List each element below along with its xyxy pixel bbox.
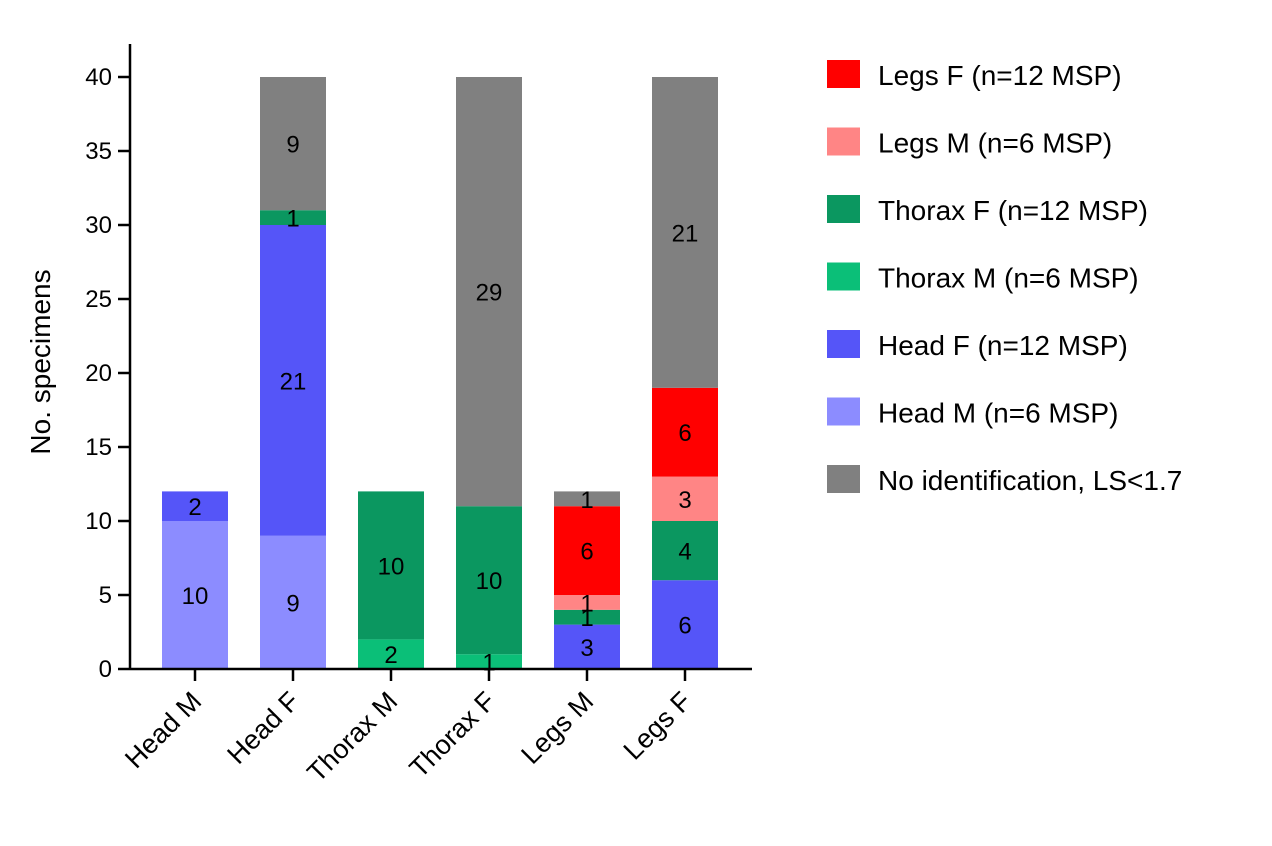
legend-label: Legs M (n=6 MSP) <box>878 128 1112 159</box>
y-tick-label: 30 <box>85 212 112 239</box>
segment-value-label: 10 <box>378 553 405 580</box>
bar-segment <box>162 491 228 521</box>
segment-value-label: 6 <box>678 420 691 447</box>
x-category-label: Head M <box>119 686 207 774</box>
segment-value-label: 1 <box>580 487 593 514</box>
segment-value-label: 1 <box>580 590 593 617</box>
legend: Legs F (n=12 MSP) Legs M (n=6 MSP) Thorax … <box>827 60 1182 496</box>
legend-swatch <box>827 465 860 493</box>
bar-segment <box>652 387 718 477</box>
legend-swatch <box>827 262 860 291</box>
segment-value-label: 10 <box>476 568 503 595</box>
legend-item: Thorax F (n=12 MSP) <box>827 195 1148 226</box>
segment-value-label: 6 <box>678 613 691 640</box>
legend-item: Head M (n=6 MSP) <box>827 397 1118 429</box>
legend-label: Head M (n=6 MSP) <box>878 398 1118 429</box>
bar-segment <box>456 77 522 507</box>
y-tick-label: 5 <box>99 582 112 609</box>
y-tick-label: 10 <box>85 508 112 535</box>
legend-swatch <box>827 195 860 223</box>
y-tick-label: 35 <box>85 138 112 165</box>
bar-segment <box>162 521 228 669</box>
segment-value-label: 2 <box>384 642 397 669</box>
y-tick-label: 15 <box>85 434 112 461</box>
legend-item: Head F (n=12 MSP) <box>827 330 1128 361</box>
y-tick-label: 25 <box>85 286 112 313</box>
bar-segment <box>358 639 424 669</box>
y-tick-label: 40 <box>85 64 112 91</box>
segment-value-label: 1 <box>580 605 593 632</box>
segment-value-label: 4 <box>678 539 691 566</box>
bar-segment <box>554 609 620 625</box>
x-category-label: Head F <box>221 686 305 770</box>
segment-value-label: 2 <box>188 494 201 521</box>
segment-value-label: 29 <box>476 280 503 307</box>
bar-segment <box>554 491 620 507</box>
bar-segment <box>652 77 718 388</box>
bar-segment <box>554 595 620 610</box>
segment-value-label: 3 <box>580 635 593 662</box>
y-tick-label: 0 <box>99 656 112 683</box>
segment-value-label: 9 <box>286 590 299 617</box>
segment-value-label: 21 <box>672 220 699 247</box>
legend-label: Legs F (n=12 MSP) <box>878 60 1122 91</box>
legend-item: Thorax M (n=6 MSP) <box>827 262 1139 294</box>
legend-item: Legs F (n=12 MSP) <box>827 60 1122 91</box>
legend-swatch <box>827 397 860 426</box>
y-ticks-layer: 0 5 10 15 20 25 30 35 40 <box>85 64 130 683</box>
legend-label: Thorax M (n=6 MSP) <box>878 263 1139 294</box>
legend-swatch <box>827 330 860 358</box>
legend-label: Head F (n=12 MSP) <box>878 330 1128 361</box>
segment-value-label: 6 <box>580 539 593 566</box>
segment-value-label: 21 <box>280 368 307 395</box>
bar-segment <box>652 580 718 669</box>
segment-value-label: 3 <box>678 487 691 514</box>
bar-segment <box>260 225 326 536</box>
y-axis-title: No. specimens <box>25 269 56 454</box>
axes-layer <box>128 44 752 671</box>
segment-value-label: 1 <box>286 206 299 233</box>
legend-swatch <box>827 127 860 156</box>
bar-segment <box>260 77 326 211</box>
bar-segment <box>358 491 424 640</box>
bar-segment <box>456 654 522 669</box>
bar-segment <box>260 535 326 669</box>
y-tick-label: 20 <box>85 360 112 387</box>
segment-value-label: 9 <box>286 132 299 159</box>
legend-label: Thorax F (n=12 MSP) <box>878 195 1148 226</box>
bar-segment <box>652 521 718 581</box>
x-category-label: Thorax M <box>301 686 403 788</box>
bar-segment <box>554 506 620 595</box>
x-category-label: Legs M <box>515 686 599 770</box>
bar-segment <box>260 210 326 225</box>
bar-segment <box>456 506 522 655</box>
bars-layer <box>162 77 718 669</box>
x-category-label: Legs F <box>618 686 698 766</box>
legend-item: Legs M (n=6 MSP) <box>827 127 1112 159</box>
legend-item: No identification, LS<1.7 <box>827 465 1182 496</box>
x-category-label: Thorax F <box>404 686 502 784</box>
segment-value-label: 10 <box>182 583 209 610</box>
legend-swatch <box>827 60 860 88</box>
legend-label: No identification, LS<1.7 <box>878 465 1182 496</box>
bar-segment <box>554 624 620 669</box>
bar-segment <box>652 476 718 521</box>
